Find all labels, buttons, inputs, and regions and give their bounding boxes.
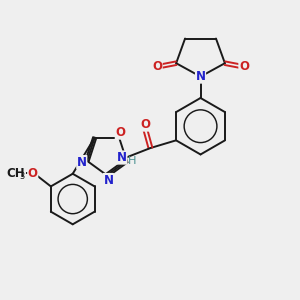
Text: H: H — [128, 156, 137, 166]
Text: O: O — [140, 118, 150, 131]
Text: 3: 3 — [20, 172, 25, 181]
Text: N: N — [196, 70, 206, 83]
Text: O: O — [28, 167, 38, 179]
Text: O: O — [152, 60, 162, 73]
Text: N: N — [117, 151, 127, 164]
Text: O: O — [239, 60, 249, 73]
Text: methoxy: methoxy — [11, 172, 17, 174]
Text: CH: CH — [7, 167, 26, 179]
Text: N: N — [103, 173, 113, 187]
Text: N: N — [77, 156, 87, 169]
Text: O: O — [115, 126, 125, 139]
